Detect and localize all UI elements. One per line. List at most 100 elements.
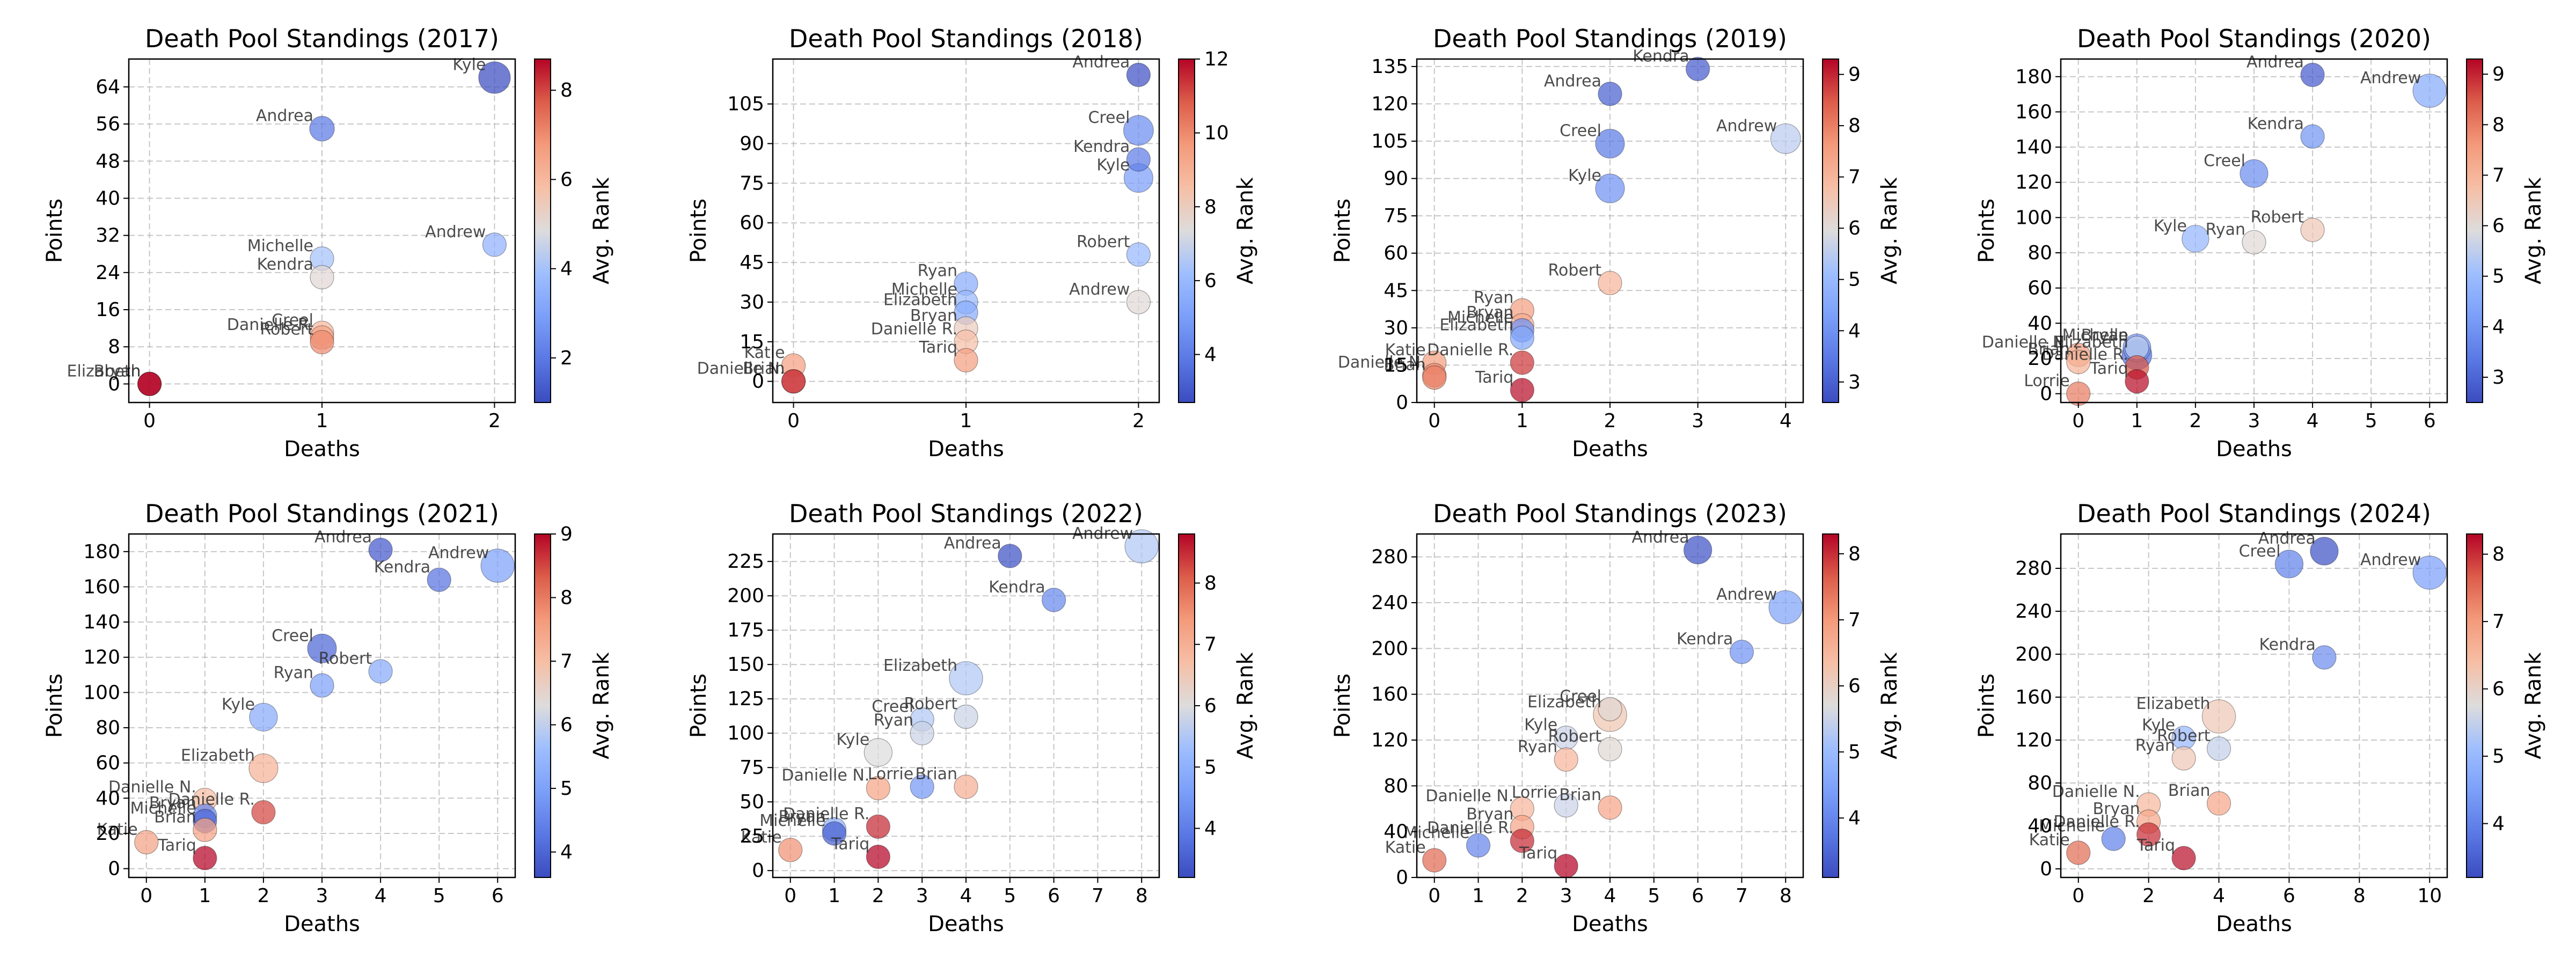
- colorbar: [1178, 58, 1195, 403]
- data-point-andrea: [1684, 536, 1713, 565]
- point-label: Kyle: [836, 730, 869, 749]
- point-label: Andrea: [1632, 528, 1689, 547]
- y-axis-label: Points: [1974, 199, 1999, 263]
- point-label: Robert: [1077, 232, 1130, 251]
- point-label: Andrew: [2360, 551, 2421, 569]
- data-point-creel: [1598, 697, 1622, 722]
- colorbar: [2466, 533, 2483, 878]
- point-label: Brian: [2168, 781, 2211, 800]
- point-label: Danielle N.: [108, 778, 196, 797]
- colorbar-label: Avg. Rank: [2521, 177, 2546, 284]
- y-tick-label: 160: [1371, 684, 1408, 706]
- data-point-andrew: [2412, 74, 2447, 108]
- colorbar-tick-label: 9: [1848, 64, 1861, 86]
- data-point-danielle-r-: [866, 814, 890, 839]
- point-label: Michelle: [130, 799, 196, 818]
- data-point-brian: [2066, 349, 2091, 375]
- data-point-andrea: [1598, 82, 1622, 106]
- colorbar-tick-label: 4: [1204, 818, 1217, 840]
- point-label: Kyle: [1524, 716, 1557, 735]
- data-point-elizabeth: [949, 661, 983, 696]
- chart-title: Death Pool Standings (2017): [145, 24, 499, 53]
- data-point-michelle: [822, 821, 847, 846]
- y-tick-label: 120: [1371, 93, 1408, 115]
- data-point-robert: [2206, 736, 2231, 761]
- x-tick-label: 1: [1516, 410, 1528, 432]
- point-label: Danielle N.: [1338, 353, 1426, 372]
- point-label: Brian: [915, 765, 957, 784]
- y-tick-label: 24: [96, 262, 120, 284]
- data-point-elizabeth: [248, 753, 279, 784]
- data-point-ryan: [910, 721, 934, 745]
- x-tick-label: 5: [433, 885, 445, 907]
- chart-title: Death Pool Standings (2021): [145, 499, 499, 528]
- data-point-robert: [1598, 270, 1622, 295]
- data-point-brian: [781, 369, 806, 394]
- data-point-michelle: [2101, 826, 2126, 851]
- x-tick-label: 1: [2131, 410, 2143, 432]
- point-label: Tariq: [157, 836, 196, 855]
- data-point-robert: [310, 330, 334, 355]
- point-label: Brian: [2028, 340, 2070, 359]
- x-tick-label: 2: [1604, 410, 1616, 432]
- point-label: Kendra: [2248, 114, 2304, 133]
- point-label: Danielle N.: [697, 360, 785, 378]
- point-label: Ryan: [2206, 220, 2245, 239]
- data-point-katie: [778, 838, 803, 862]
- x-tick-label: 6: [1692, 885, 1704, 907]
- y-tick-label: 280: [1371, 546, 1408, 568]
- x-axis-label: Deaths: [928, 437, 1004, 462]
- data-point-ryan: [2171, 746, 2196, 771]
- point-label: Lorrie: [2024, 372, 2069, 391]
- point-label: Creel: [2239, 542, 2281, 561]
- data-point-tariq: [2171, 846, 2196, 870]
- colorbar-tick-label: 2: [560, 347, 573, 369]
- point-label: Robert: [1548, 261, 1602, 280]
- x-tick-label: 6: [1048, 885, 1060, 907]
- point-label: Robert: [1548, 727, 1602, 746]
- colorbar-tick-label: 4: [560, 841, 573, 863]
- data-point-kendra: [310, 265, 334, 290]
- x-tick-label: 0: [140, 885, 152, 907]
- data-point-kyle: [478, 61, 511, 94]
- x-axis-label: Deaths: [1572, 912, 1648, 936]
- y-tick-label: 16: [96, 299, 120, 321]
- point-label: Lorrie: [1512, 784, 1557, 802]
- y-tick-label: 100: [727, 722, 764, 744]
- point-label: Andrew: [1716, 586, 1777, 604]
- data-point-kendra: [2312, 645, 2337, 670]
- data-point-creel: [307, 633, 337, 663]
- colorbar-tick-label: 9: [2492, 63, 2505, 85]
- point-label: Kyle: [1568, 166, 1601, 185]
- point-label: Lorrie: [868, 765, 913, 784]
- data-point-creel: [2240, 159, 2268, 188]
- colorbar-tick-label: 8: [2492, 114, 2505, 136]
- x-tick-label: 2: [1132, 410, 1145, 432]
- data-point-robert: [368, 659, 393, 684]
- colorbar-tick-label: 6: [1848, 675, 1861, 697]
- y-tick-label: 30: [1384, 317, 1408, 339]
- data-point-danielle-n-: [866, 775, 890, 801]
- x-tick-label: 3: [1692, 410, 1704, 432]
- x-tick-label: 1: [1472, 885, 1484, 907]
- point-label: Kendra: [2259, 635, 2315, 654]
- data-point-elizabeth: [2201, 699, 2236, 734]
- point-label: Danielle N.: [2052, 782, 2140, 801]
- data-point-katie: [2066, 840, 2091, 865]
- y-tick-label: 80: [96, 717, 120, 739]
- y-tick-label: 40: [2028, 312, 2052, 334]
- point-label: Katie: [741, 828, 782, 847]
- x-tick-label: 3: [916, 885, 928, 907]
- point-label: Creel: [1088, 108, 1130, 127]
- plot-frame: [2060, 533, 2448, 879]
- y-tick-label: 50: [740, 791, 764, 813]
- colorbar-tick-label: 3: [1848, 371, 1861, 393]
- data-point-creel: [2274, 550, 2304, 579]
- y-tick-label: 160: [2015, 101, 2052, 123]
- data-point-brian: [193, 817, 217, 842]
- data-point-kendra: [1686, 56, 1710, 82]
- colorbar-tick-label: 5: [2492, 745, 2505, 767]
- y-tick-label: 75: [740, 757, 764, 779]
- x-axis-label: Deaths: [2216, 912, 2292, 936]
